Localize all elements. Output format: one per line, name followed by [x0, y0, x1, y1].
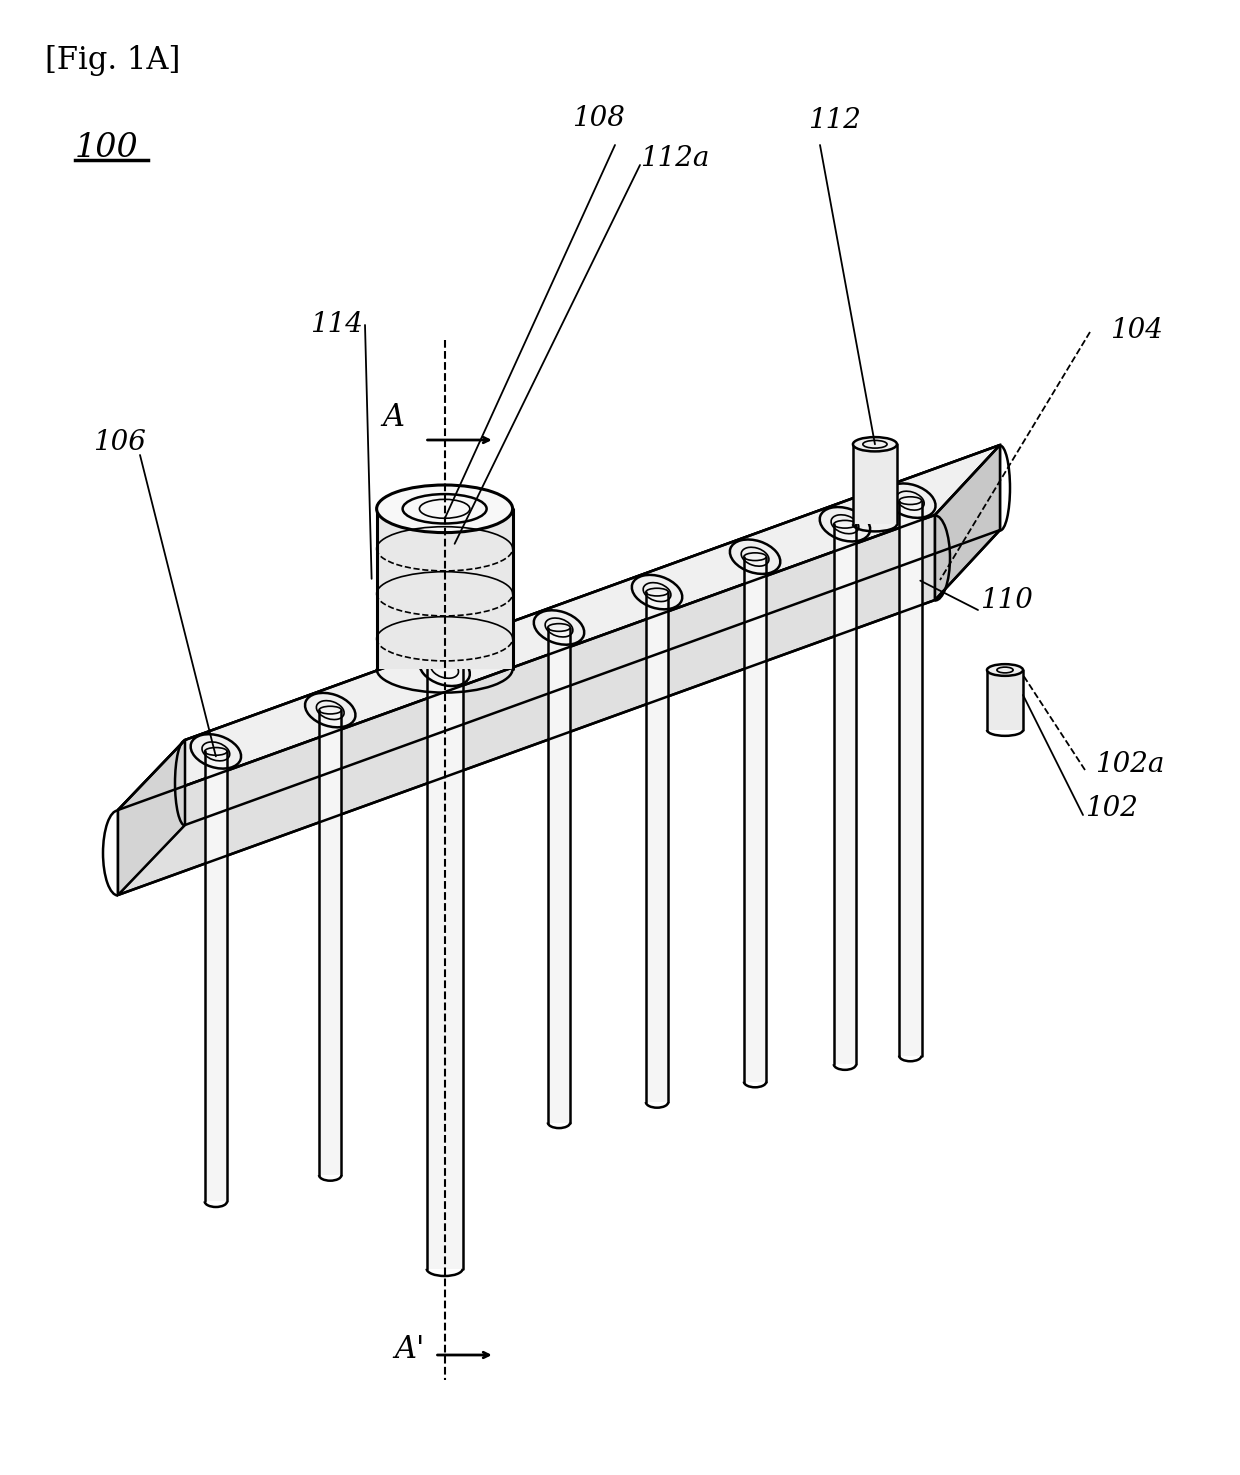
Polygon shape	[899, 500, 921, 1056]
Polygon shape	[646, 591, 668, 1102]
Text: 112a: 112a	[640, 145, 709, 171]
Polygon shape	[548, 627, 570, 1122]
Polygon shape	[833, 524, 856, 1065]
Text: 112: 112	[808, 106, 861, 134]
Text: 104: 104	[1110, 317, 1163, 344]
Polygon shape	[987, 670, 1023, 730]
Text: 114: 114	[310, 311, 363, 338]
Text: A: A	[383, 403, 404, 434]
Ellipse shape	[377, 485, 512, 532]
Text: 102: 102	[1085, 795, 1138, 822]
Polygon shape	[935, 445, 999, 600]
Polygon shape	[377, 509, 512, 668]
Polygon shape	[185, 445, 999, 825]
Polygon shape	[853, 444, 897, 524]
Polygon shape	[319, 709, 341, 1176]
Polygon shape	[744, 556, 766, 1081]
Polygon shape	[427, 668, 463, 1268]
Polygon shape	[118, 445, 999, 810]
Text: 110: 110	[980, 587, 1033, 614]
Text: 102a: 102a	[1095, 751, 1164, 779]
Polygon shape	[205, 751, 227, 1202]
Ellipse shape	[987, 664, 1023, 676]
Ellipse shape	[853, 437, 897, 451]
Text: 108: 108	[572, 105, 625, 131]
Text: A': A'	[394, 1335, 424, 1366]
Polygon shape	[118, 740, 185, 895]
Text: 106: 106	[93, 429, 146, 456]
Polygon shape	[118, 515, 935, 895]
Text: [Fig. 1A]: [Fig. 1A]	[45, 46, 180, 77]
Text: 100: 100	[74, 131, 139, 164]
